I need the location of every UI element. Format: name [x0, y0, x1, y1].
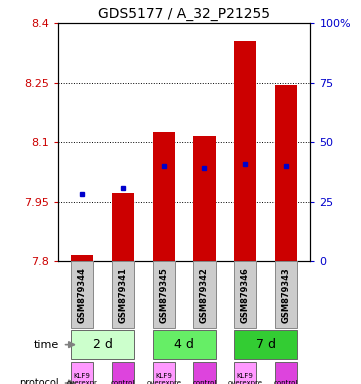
Bar	[112, 362, 134, 384]
Text: GSM879343: GSM879343	[282, 267, 291, 323]
Text: KLF9
overexpre
ssion: KLF9 overexpre ssion	[146, 373, 181, 384]
Bar	[234, 41, 256, 261]
Bar	[234, 330, 297, 359]
Bar	[71, 330, 134, 359]
Bar	[153, 330, 216, 359]
Bar	[234, 261, 256, 328]
Text: protocol: protocol	[19, 378, 58, 384]
Text: control: control	[111, 380, 135, 384]
Text: 4 d: 4 d	[174, 338, 194, 351]
Bar	[112, 261, 134, 328]
Bar	[153, 261, 175, 328]
Bar	[71, 255, 93, 261]
Text: GSM879346: GSM879346	[241, 267, 250, 323]
Bar	[193, 362, 216, 384]
Text: GSM879345: GSM879345	[159, 267, 168, 323]
Bar	[275, 261, 297, 328]
Bar	[193, 136, 216, 261]
Bar	[275, 362, 297, 384]
Bar	[71, 261, 93, 328]
Bar	[153, 362, 175, 384]
Text: KLF9
overexpr
ession: KLF9 overexpr ession	[67, 373, 98, 384]
Text: control: control	[192, 380, 217, 384]
Text: GSM879341: GSM879341	[118, 267, 127, 323]
Bar	[234, 362, 256, 384]
Bar	[193, 261, 216, 328]
Text: 7 d: 7 d	[256, 338, 276, 351]
Text: 2 d: 2 d	[93, 338, 113, 351]
Bar	[153, 132, 175, 261]
Text: GSM879344: GSM879344	[78, 267, 87, 323]
Text: KLF9
overexpre
ssion: KLF9 overexpre ssion	[228, 373, 263, 384]
Bar	[275, 84, 297, 261]
Text: time: time	[33, 339, 58, 350]
Title: GDS5177 / A_32_P21255: GDS5177 / A_32_P21255	[98, 7, 270, 21]
Text: GSM879342: GSM879342	[200, 267, 209, 323]
Bar	[112, 193, 134, 261]
Bar	[71, 362, 93, 384]
Text: control: control	[274, 380, 298, 384]
